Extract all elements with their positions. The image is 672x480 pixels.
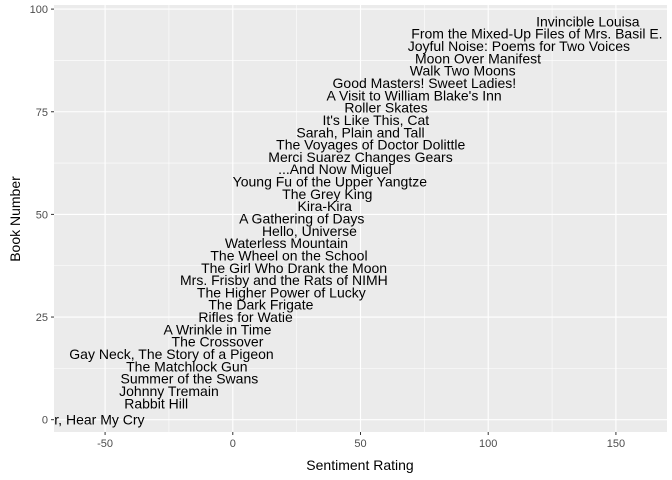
point-label: A Gathering of Days bbox=[239, 211, 364, 227]
point-label: Roll of Thunder, Hear My Cry bbox=[0, 412, 145, 428]
point-label: Mrs. Frisby and the Rats of NIMH bbox=[180, 272, 388, 288]
x-tick-label: 0 bbox=[230, 438, 236, 450]
point-label: The Matchlock Gun bbox=[126, 358, 247, 374]
point-label: The Voyages of Doctor Dolittle bbox=[276, 137, 465, 153]
point-label: Young Fu of the Upper Yangtze bbox=[233, 174, 428, 190]
point-label: A Visit to William Blake's Inn bbox=[327, 87, 502, 103]
point-label: The Higher Power of Lucky bbox=[197, 284, 366, 300]
x-axis: -50 0 50 100 150 bbox=[97, 432, 625, 450]
point-label: The Crossover bbox=[172, 334, 264, 350]
y-tick-label: 75 bbox=[36, 107, 48, 119]
y-tick-label: 0 bbox=[42, 415, 48, 427]
point-label: Kira-Kira bbox=[298, 198, 353, 214]
point-label: Good Masters! Sweet Ladies! bbox=[333, 75, 517, 91]
y-tick-label: 25 bbox=[36, 312, 48, 324]
point-label: Summer of the Swans bbox=[121, 371, 259, 387]
y-tick-label: 100 bbox=[30, 4, 48, 16]
point-label: Waterless Mountain bbox=[225, 235, 348, 251]
point-label: Joyful Noise: Poems for Two Voices bbox=[408, 38, 630, 54]
point-label: The Wheel on the School bbox=[210, 247, 367, 263]
y-axis: 0 25 50 75 100 bbox=[30, 4, 54, 427]
y-axis-title: Book Number bbox=[7, 176, 23, 262]
x-tick-label: 100 bbox=[479, 438, 497, 450]
point-label: Walk Two Moons bbox=[410, 63, 516, 79]
point-label: The Grey King bbox=[282, 186, 372, 202]
point-label: It's Like This, Cat bbox=[322, 112, 429, 128]
point-label: Roller Skates bbox=[344, 100, 427, 116]
point-label: From the Mixed-Up Files of Mrs. Basil E.… bbox=[411, 26, 672, 42]
point-label: Moon Over Manifest bbox=[415, 50, 541, 66]
point-label: Rifles for Watie bbox=[198, 309, 293, 325]
point-label: Invincible Louisa bbox=[536, 13, 640, 29]
x-tick-label: -50 bbox=[97, 438, 113, 450]
point-label: The Dark Frigate bbox=[208, 297, 313, 313]
point-label: Gay Neck, The Story of a Pigeon bbox=[69, 346, 273, 362]
point-label: The Girl Who Drank the Moon bbox=[201, 260, 387, 276]
point-label: Rabbit Hill bbox=[124, 395, 188, 411]
point-label: Merci Suarez Changes Gears bbox=[268, 149, 452, 165]
point-label: Johnny Tremain bbox=[119, 383, 219, 399]
x-tick-label: 50 bbox=[354, 438, 366, 450]
point-label: ...And Now Miguel bbox=[278, 161, 392, 177]
x-axis-title: Sentiment Rating bbox=[306, 457, 413, 473]
point-label: Hello, Universe bbox=[262, 223, 357, 239]
major-gridlines bbox=[54, 5, 667, 432]
x-tick-label: 150 bbox=[607, 438, 625, 450]
point-label: Sarah, Plain and Tall bbox=[296, 124, 424, 140]
point-label: A Wrinkle in Time bbox=[164, 321, 272, 337]
y-tick-label: 50 bbox=[36, 209, 48, 221]
